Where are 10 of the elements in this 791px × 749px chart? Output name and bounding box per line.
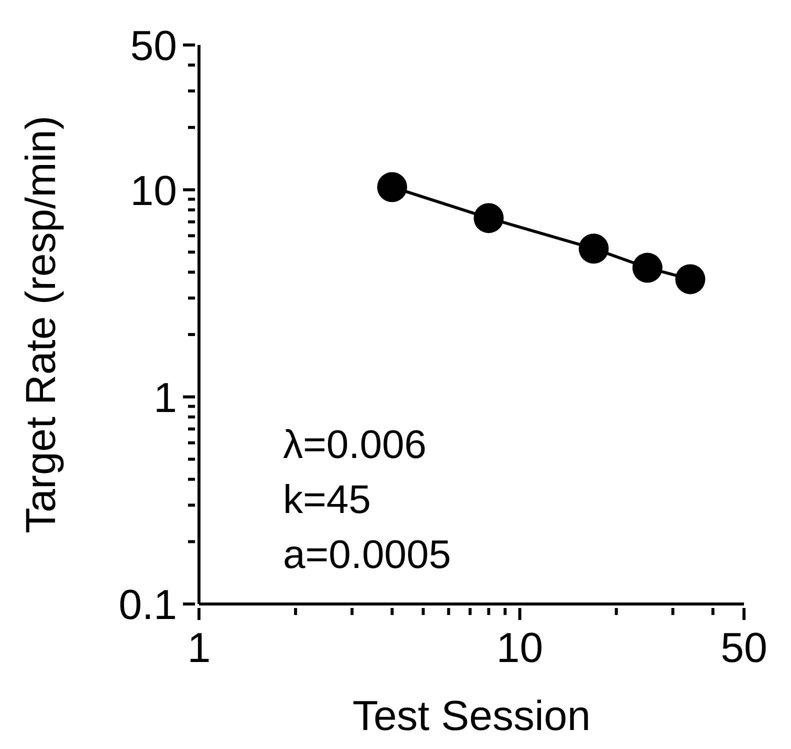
y-tick-label: 0.1: [118, 581, 177, 628]
x-tick-label: 50: [720, 624, 768, 671]
y-axis-title: Target Rate (resp/min): [16, 116, 64, 534]
y-tick-label: 10: [130, 166, 177, 214]
x-tick-label: 1: [187, 624, 211, 671]
y-tick-label: 1: [154, 374, 177, 421]
x-axis-title: Test Session: [352, 692, 591, 739]
parameter-notes: λ=0.006 k=45 a=0.0005: [283, 422, 451, 579]
y-tick-label: 50: [130, 22, 177, 69]
x-tick-label: 10: [496, 624, 544, 671]
